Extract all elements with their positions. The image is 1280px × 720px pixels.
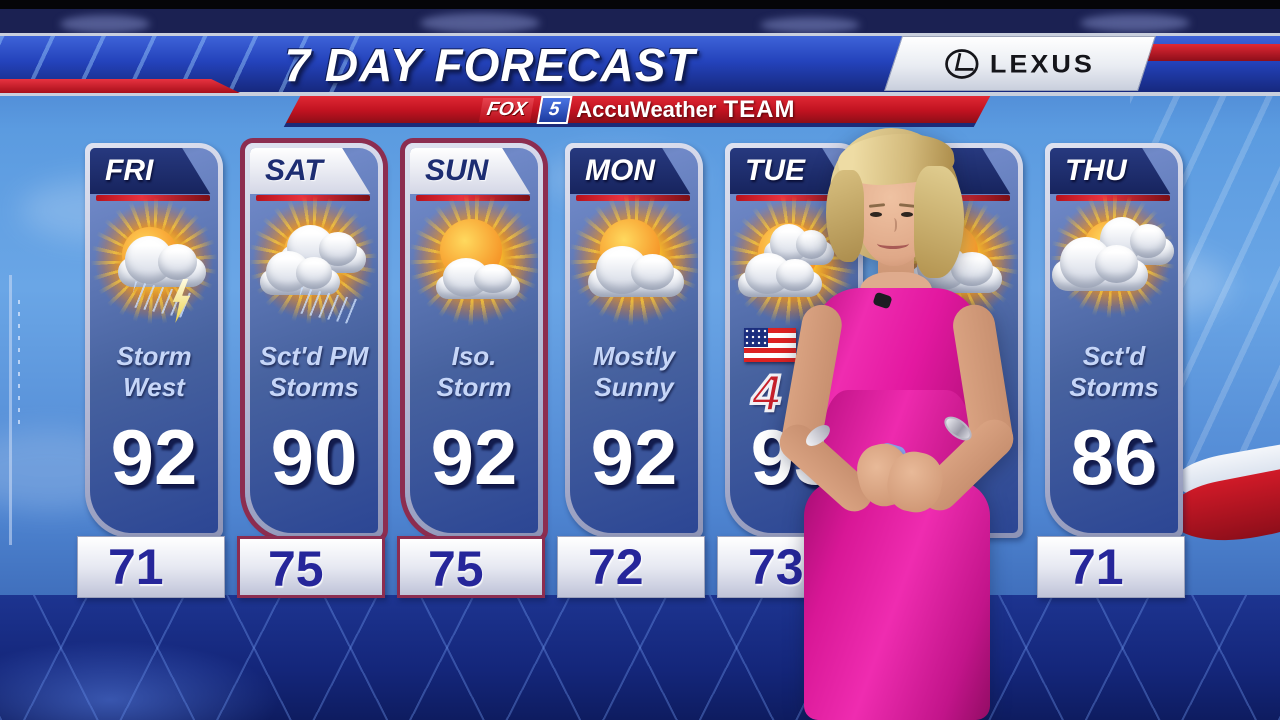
low-temp-bar: 72 [557,536,705,598]
high-temp: 86 [1070,413,1158,501]
forecast-card-sun: SUN Iso. Storm 92 75 [397,143,545,598]
small-cloud [436,258,520,299]
sponsor-wordmark: LEXUS [990,49,1096,77]
low-temp-bar: 71 [77,536,225,598]
sponsor-panel: LEXUS [884,36,1156,91]
lexus-circle-l-icon [945,48,980,79]
flag-canton [744,328,768,348]
low-temp-bar: 71 [1037,536,1185,598]
day-label-tab: SAT [250,148,371,194]
storm-cloud [260,250,340,295]
presenter-brow [868,203,886,208]
condition-text: Iso. Storm [436,341,512,403]
day-label: SAT [265,154,323,187]
letterbox-strip [0,0,1280,9]
low-temp-bar: 75 [237,536,385,598]
sun-small-cloud-icon [410,191,538,329]
forecast-card-mon: MON Mostly Sunny 92 72 [557,143,705,598]
team-label: TEAM [723,95,796,123]
high-temp: 90 [270,413,358,501]
sun-rain-storm-icon [250,193,378,329]
presenter-nose [889,218,897,232]
day-label-tab: THU [1050,148,1171,194]
sponsor-logo: LEXUS [944,46,1096,82]
day-label: FRI [105,154,154,187]
presenter-dress [804,480,990,720]
sun-clouds-storm-icon [1050,191,1178,329]
card-body: FRI Storm West 92 [90,148,218,533]
sun-storm-lightning-icon [90,195,218,329]
day-label: MON [585,154,655,187]
condition-text: Sct'd Storms [1069,341,1159,403]
day-label: TUE [745,154,805,187]
storm-cloud [118,236,206,287]
cloud [738,252,822,297]
presenter-eye [870,212,882,217]
forecast-card-fri: FRI Storm West 92 71 [77,143,225,598]
forecast-card-thu: THU Sct'd Storms 86 71 [1037,143,1185,598]
dark-cloud [420,13,540,33]
condition-text: Sct'd PM Storms [259,341,369,403]
presenter-mouth [877,238,909,249]
day-label-tab: FRI [90,148,211,194]
accuweather-label: AccuWeather [576,96,717,122]
high-temp: 92 [590,413,678,501]
left-red-stripe [0,79,240,93]
card-body: MON Mostly Sunny 92 [570,148,698,533]
day-label: THU [1065,154,1127,187]
july-4th-flag-icon [744,328,796,362]
condition-text: Storm West [116,341,192,403]
station-brand: FOX 5 AccuWeather TEAM [293,95,983,124]
card-body: SAT Sct'd PM Storms 90 [250,148,378,533]
page-title: 7 DAY FORECAST [284,39,696,91]
top-cloud-band [0,9,1280,33]
channel-5-logo: 5 [536,95,572,124]
floor-glow [0,640,280,720]
high-temp: 92 [110,413,198,501]
low-temp-bar: 75 [397,536,545,598]
day-label: SUN [425,154,489,187]
condition-text: Mostly Sunny [592,341,676,403]
july-4th-number: 4 [751,364,783,425]
storm-cloud [1052,236,1148,291]
dark-cloud [1080,14,1190,32]
high-temp: 92 [430,413,518,501]
weather-presenter [762,122,1032,720]
card-body: THU Sct'd Storms 86 [1050,148,1178,533]
right-red-stripe [1142,44,1280,61]
presenter-hair-side [826,170,864,262]
dark-cloud [760,17,860,33]
fox-logo: FOX [478,97,534,122]
dark-cloud [60,15,150,33]
backdrop-pole [9,275,12,545]
studio-floor [0,595,1280,720]
presenter-brow [898,203,916,208]
station-brand-band: FOX 5 AccuWeather TEAM [283,95,991,127]
presenter-hair-side [914,166,964,278]
card-body: SUN Iso. Storm 92 [410,148,538,533]
day-label-tab: SUN [410,148,531,194]
forecast-card-sat: SAT Sct'd PM Storms 90 75 [237,143,385,598]
day-label-tab: MON [570,148,691,194]
sun-cloud-icon [570,191,698,329]
presenter-eye [901,212,913,217]
cloud [588,246,684,297]
backdrop-pole-dots [18,300,20,430]
